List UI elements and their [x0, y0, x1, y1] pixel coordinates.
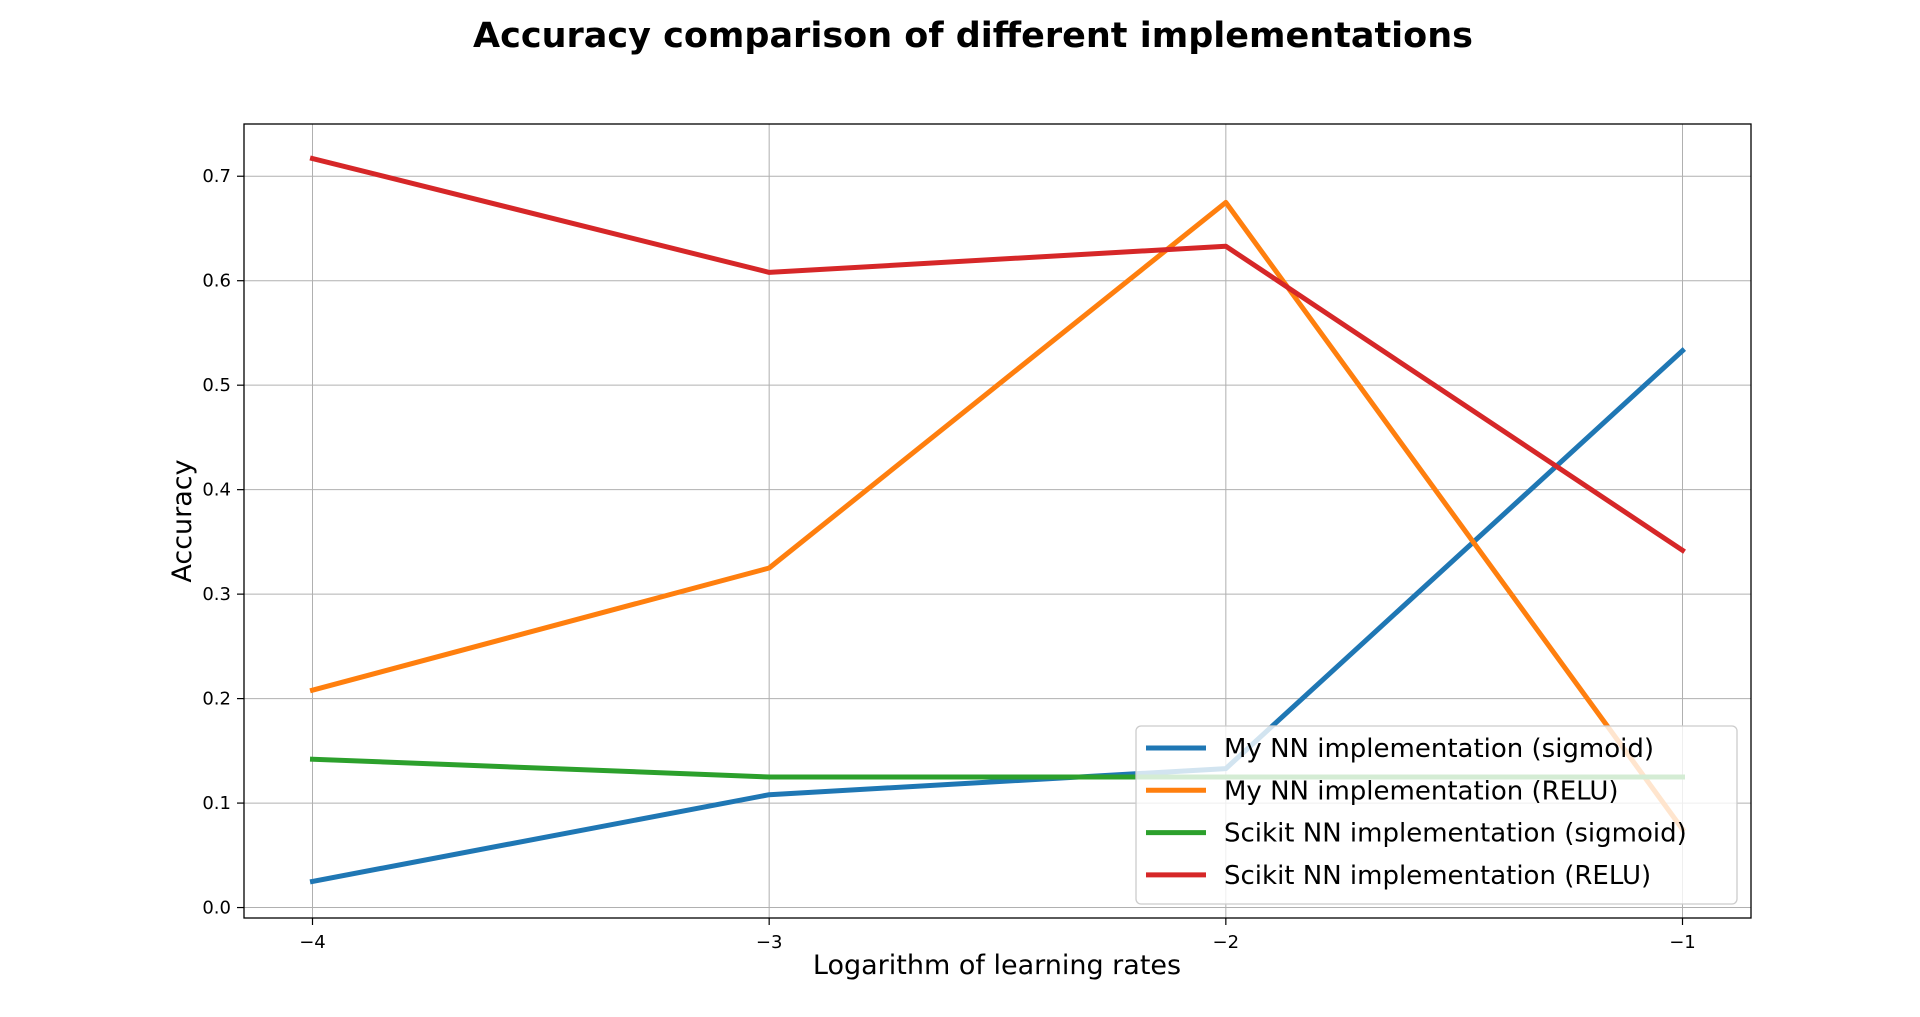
y-tick-label: 0.0	[202, 898, 231, 919]
y-axis-label: Accuracy	[167, 459, 198, 582]
x-tick-label: −2	[1213, 932, 1240, 953]
legend-label-1: My NN implementation (sigmoid)	[1224, 734, 1654, 764]
series-line-4	[309, 155, 1686, 554]
y-tick-label: 0.2	[202, 689, 231, 710]
y-tick-label: 0.6	[202, 271, 231, 292]
chart-title: Accuracy comparison of different impleme…	[473, 16, 1473, 56]
legend: My NN implementation (sigmoid) My NN impl…	[1135, 725, 1738, 905]
legend-label-4: Scikit NN implementation (RELU)	[1224, 861, 1651, 891]
x-tick-label: −3	[756, 932, 783, 953]
grid	[244, 124, 1751, 918]
series-line-1	[309, 347, 1687, 885]
y-tick-label: 0.3	[202, 584, 231, 605]
x-tick-label: −1	[1669, 932, 1696, 953]
x-tick-label: −4	[299, 932, 326, 953]
legend-label-2: My NN implementation (RELU)	[1224, 776, 1619, 806]
y-tick-label: 0.1	[202, 793, 231, 814]
legend-box	[1135, 725, 1738, 905]
x-axis-label: Logarithm of learning rates	[813, 950, 1181, 981]
legend-label-3: Scikit NN implementation (sigmoid)	[1224, 819, 1687, 849]
y-tick-label: 0.5	[202, 375, 231, 396]
y-tick-label: 0.4	[202, 480, 231, 501]
y-tick-label: 0.7	[202, 166, 231, 187]
axis-ticks: −4 −3 −2 −1 0.0 0.1 0.2 0.3 0.4 0.5 0.6 0.7	[202, 166, 1695, 953]
series-line-2	[309, 199, 1686, 833]
plot-frame	[243, 123, 1752, 919]
